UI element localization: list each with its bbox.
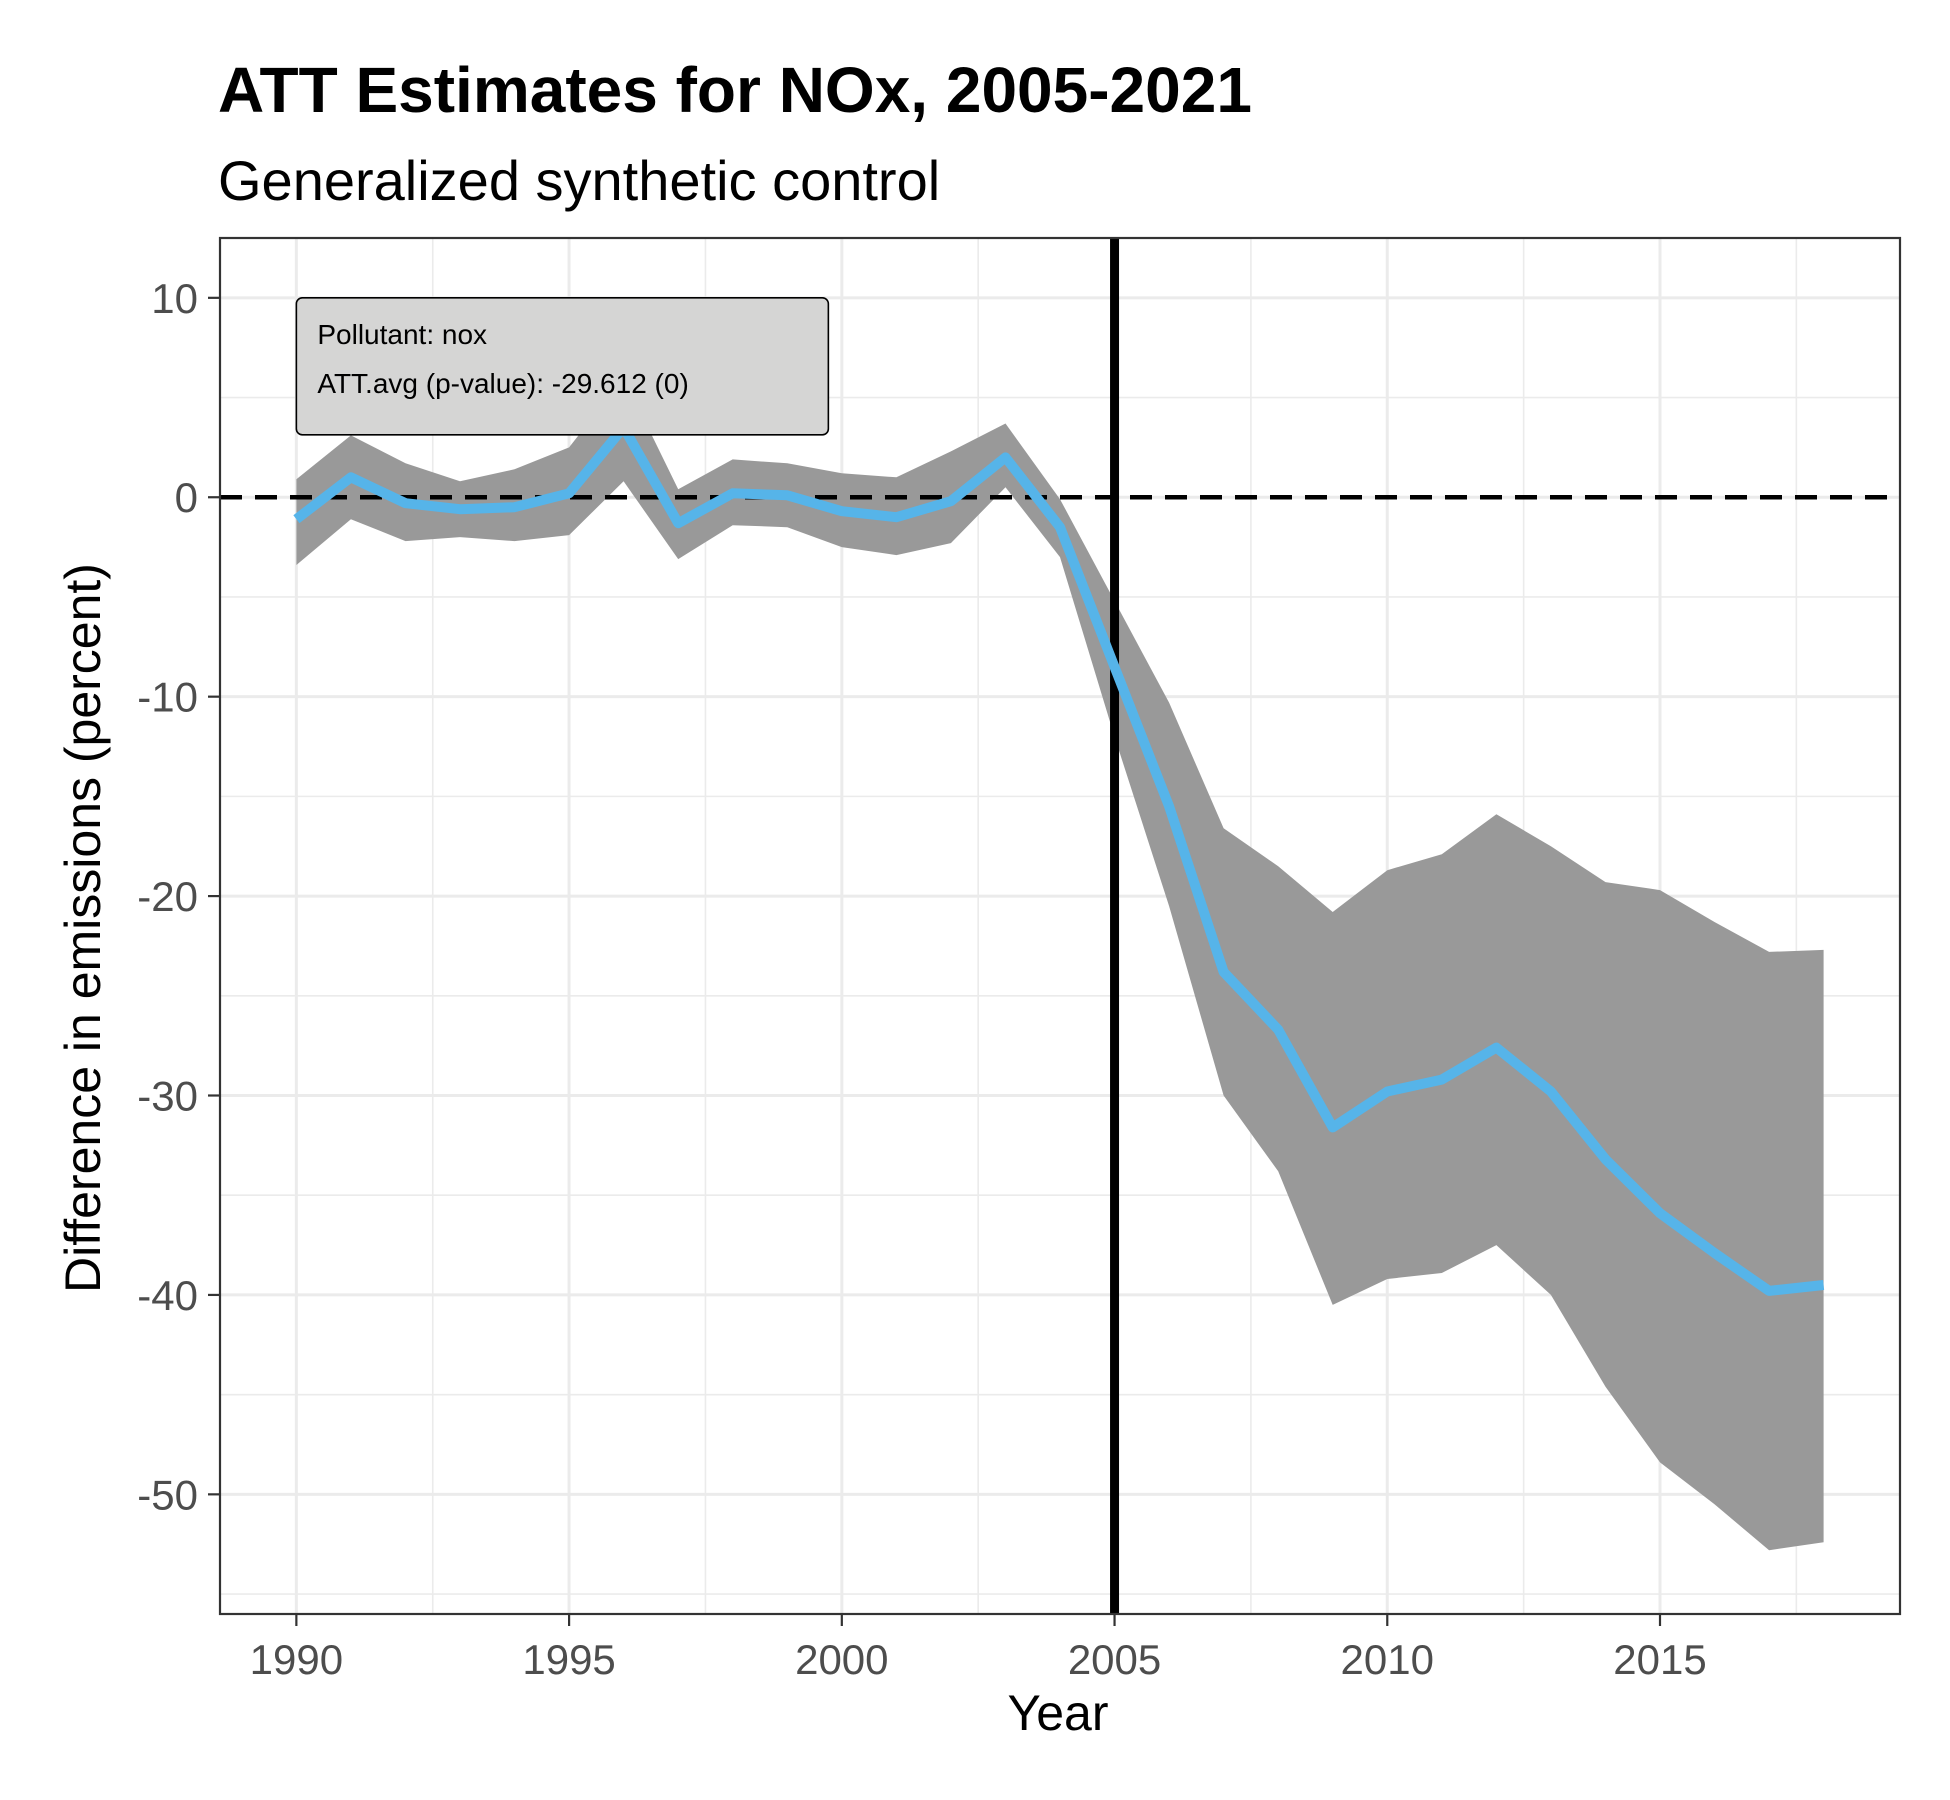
y-tick-label: -20 [137,873,198,920]
x-axis-ticks: 1990 1995 2000 2005 2010 2015 [250,1614,1707,1683]
x-axis-title: Year [1007,1685,1108,1741]
y-tick-label: -50 [137,1471,198,1518]
x-tick-label: 2015 [1613,1636,1706,1683]
confidence-band [296,377,1824,1551]
annotation-pollutant: Pollutant: nox [317,319,487,350]
panel-border [218,236,1902,1616]
att-line-layer [293,422,1825,1296]
x-tick-label: 2005 [1068,1636,1161,1683]
y-axis-ticks: 10 0 -10 -20 -30 -40 -50 [137,275,220,1518]
reference-lines-layer [220,238,1900,1614]
confidence-band-layer [296,377,1824,1551]
y-tick-label: 0 [175,474,198,521]
y-tick-label: -40 [137,1272,198,1319]
annotation-box: Pollutant: nox ATT.avg (p-value): -29.61… [295,297,830,436]
annotation-att-avg: ATT.avg (p-value): -29.612 (0) [317,368,688,399]
y-tick-label: 10 [151,275,198,322]
x-tick-label: 2000 [795,1636,888,1683]
panel-border-layer [218,236,1902,1616]
chart-subtitle: Generalized synthetic control [218,149,940,212]
x-tick-label: 1995 [522,1636,615,1683]
x-tick-label: 2010 [1341,1636,1434,1683]
y-axis-title: Difference in emissions (percent) [55,563,111,1293]
x-tick-label: 1990 [250,1636,343,1683]
y-tick-label: -10 [137,674,198,721]
chart-title: ATT Estimates for NOx, 2005-2021 [218,54,1252,126]
annotation-background [295,297,830,436]
y-tick-label: -30 [137,1073,198,1120]
